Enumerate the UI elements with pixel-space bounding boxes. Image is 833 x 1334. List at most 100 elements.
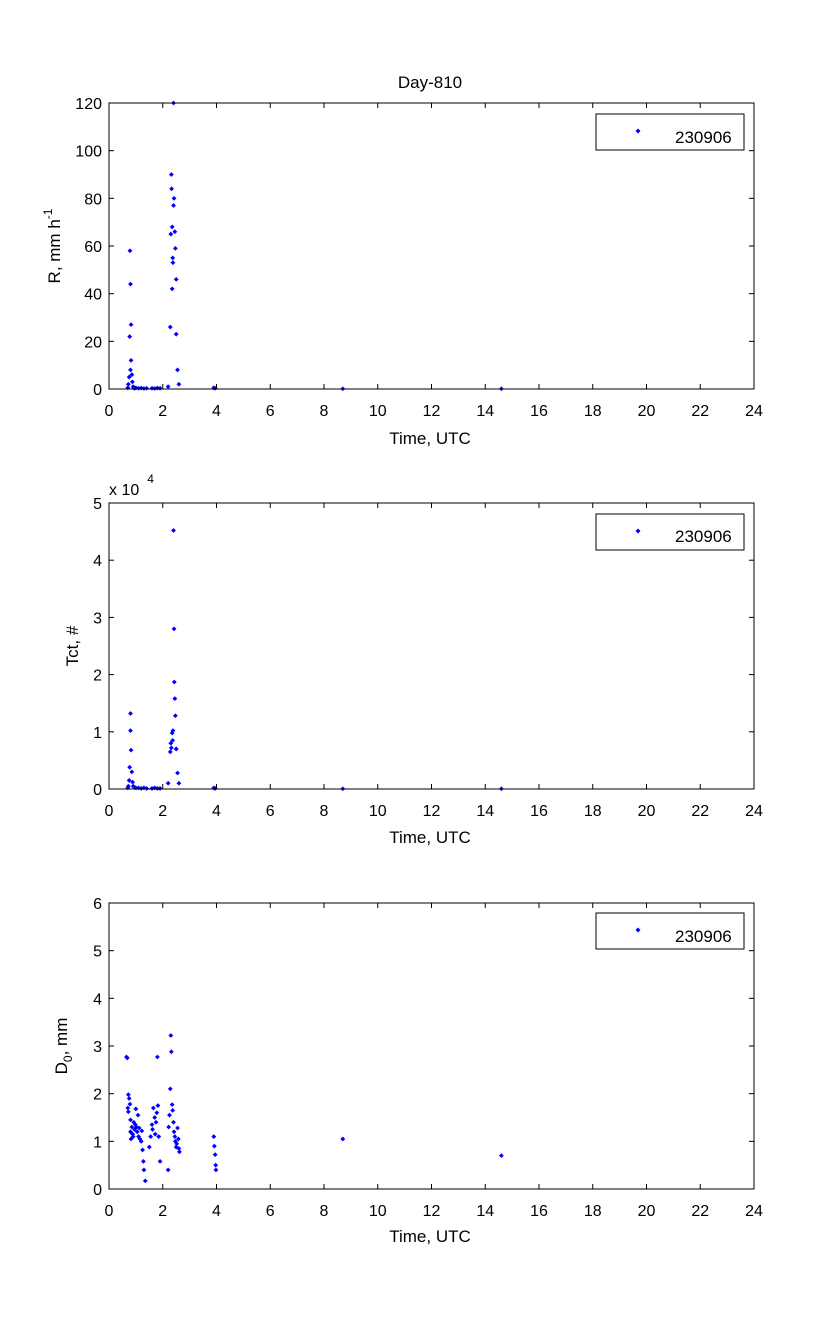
panel-3-series-0-point-41 <box>157 1158 163 1164</box>
panel-3-series-0-point-22 <box>137 1136 143 1142</box>
panel-2-series-0-point-8 <box>130 779 136 785</box>
panel-1-series-0-point-4 <box>127 248 133 254</box>
panel-1-series-0-point-10 <box>129 379 135 385</box>
panel-2-series-0-point-33 <box>173 746 179 752</box>
panel-1-series-0-point-35 <box>172 229 178 235</box>
panel-3-series-0-point-24 <box>139 1128 145 1134</box>
panel-1-series-0-point-1 <box>125 381 131 387</box>
panel-3-legend-box <box>595 912 745 950</box>
panel-2-series-0-point-20 <box>165 780 171 786</box>
panel-3-xtick-label-11: 22 <box>691 1203 709 1220</box>
panel-1-ylabel-main: R, mm h <box>45 219 64 283</box>
panel-2-legend-marker <box>635 528 641 534</box>
panel-2-xtick-label-12: 24 <box>745 803 763 820</box>
panel-3-series-0-point-29 <box>146 1144 152 1150</box>
panel-1-xtick-label-10: 20 <box>638 403 656 420</box>
panel-1-xtick-label-6: 12 <box>423 403 441 420</box>
panel-3-series-0-point-61 <box>211 1143 217 1149</box>
panel-2-series-0-point-6 <box>128 747 134 753</box>
panel-3-series-0-point-7 <box>128 1117 133 1123</box>
panel-2-ylabel: Tct, # <box>63 625 82 666</box>
panel-1-series-0-point-37 <box>173 276 179 282</box>
panel-3-series-0-point-43 <box>166 1124 172 1130</box>
panel-3-ylabel-rest: , mm <box>52 1018 71 1056</box>
panel-1-ylabel-sup: -1 <box>41 208 55 219</box>
panel-1-series-0-point-38 <box>173 331 179 337</box>
panel-3-series-0-point-65 <box>340 1136 346 1142</box>
panel-1-series-0-point-36 <box>172 245 178 251</box>
panel-2-series-0-point-23 <box>168 745 174 751</box>
panel-3-marks <box>124 1033 504 1184</box>
panel-1-ylabel: R, mm h-1 <box>41 208 64 283</box>
panel-1-series-0-point-26 <box>168 172 174 177</box>
panel-1-series-0-point-2 <box>126 374 132 380</box>
panel-1-xtick-label-4: 8 <box>320 403 329 420</box>
panel-3-series-0-point-37 <box>154 1110 160 1116</box>
panel-2-series-0-point-19 <box>157 786 163 791</box>
panel-3-series-0-point-23 <box>138 1138 144 1144</box>
panel-2-xtick-label-1: 2 <box>158 803 167 820</box>
panel-2-xtick-label-10: 20 <box>638 803 656 820</box>
panel-3-series-0-point-49 <box>170 1107 176 1113</box>
panel-1-series-0-point-6 <box>128 367 133 373</box>
panel-3-series-0-point-50 <box>171 1119 176 1125</box>
panel-1-ytick-label-6: 120 <box>75 96 102 113</box>
panel-1-ytick-label-0: 0 <box>93 382 102 399</box>
panel-3-xtick-label-12: 24 <box>745 1203 763 1220</box>
panel-3-series-0-point-39 <box>155 1103 161 1108</box>
panel-3-legend-label: 230906 <box>675 927 732 946</box>
panel-1-xtick-label-9: 18 <box>584 403 602 420</box>
panel-1-legend-box <box>595 113 745 151</box>
panel-2-ytick-label-3: 3 <box>93 610 102 627</box>
panel-1-series-0-point-8 <box>128 322 134 328</box>
panel-2-legend: 230906 <box>595 513 745 551</box>
panel-2-ytick-label-5: 5 <box>93 496 102 513</box>
panel-3-series-0-point-36 <box>153 1119 159 1125</box>
panel-3-xtick-label-8: 16 <box>530 1203 548 1220</box>
panel-1-xtick-label-11: 22 <box>691 403 709 420</box>
panel-3-series-0-point-48 <box>169 1102 175 1108</box>
panel-1-series-0-point-31 <box>170 260 176 266</box>
panel-3-xlabel: Time, UTC <box>389 1227 471 1246</box>
panel-2-legend-box <box>595 513 745 551</box>
panel-1-ytick-label-1: 20 <box>84 334 102 351</box>
panel-2-exponent-main: x 10 <box>109 482 139 499</box>
panel-2-xtick-label-2: 4 <box>212 803 221 820</box>
panel-3-series-0-point-32 <box>150 1127 155 1132</box>
panel-3-series-0-point-44 <box>167 1112 172 1118</box>
panel-3-series-0-point-64 <box>213 1167 219 1173</box>
panel-3-xtick-label-6: 12 <box>423 1203 441 1220</box>
panel-1-xtick-label-5: 10 <box>369 403 387 420</box>
panel-3-series-0-point-5 <box>126 1096 132 1101</box>
panel-3-ytick-label-0: 0 <box>93 1182 102 1199</box>
panel-2-series-0-point-1 <box>125 783 131 789</box>
panel-2-series-0-point-21 <box>167 749 173 755</box>
panel-3-ytick-label-1: 1 <box>93 1134 102 1151</box>
panel-2-series-0-point-25 <box>170 737 176 743</box>
panel-2-xtick-label-3: 6 <box>266 803 275 820</box>
panel-3-series-0-point-10 <box>129 1124 135 1130</box>
panel-3-series-0-point-30 <box>148 1134 154 1139</box>
panel-2-xlabel: Time, UTC <box>389 828 471 847</box>
panel-3-xtick-label-10: 20 <box>638 1203 656 1220</box>
panel-3-series-0-point-56 <box>175 1125 180 1131</box>
panel-3-series-0-point-42 <box>165 1167 171 1173</box>
panel-3-legend-marker <box>635 927 641 933</box>
panel-1-series-0-point-3 <box>127 334 133 339</box>
panel-2-xtick-label-11: 22 <box>691 803 709 820</box>
panel-1-ytick-label-5: 100 <box>75 144 102 161</box>
panel-2-exponent: x 10 4 <box>109 472 154 499</box>
panel-3-series-0-point-12 <box>130 1134 136 1139</box>
panel-1-series-0-point-40 <box>176 381 182 387</box>
panel-2-series-0-point-7 <box>129 769 135 775</box>
panel-3-series-0-point-46 <box>168 1033 174 1038</box>
panel-3-series-0-point-34 <box>152 1115 158 1120</box>
panel-3-series-0-point-38 <box>154 1054 160 1060</box>
panel-1-xtick-label-1: 2 <box>158 403 167 420</box>
panel-1-xtick-label-7: 14 <box>476 403 494 420</box>
